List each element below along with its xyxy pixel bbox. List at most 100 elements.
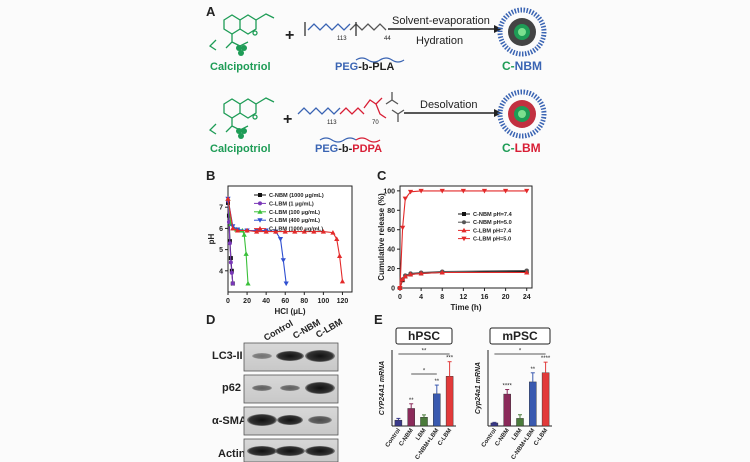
peg-pdpa-structure [297,92,405,143]
panel-a-label: A [206,4,216,19]
data-point [418,270,424,276]
data-point [225,196,231,201]
blot-row-asma: α-SMA [212,415,247,427]
product-name-2: C-LBM [502,141,541,155]
blot-row-lc3: LC3-II [212,350,243,362]
y-axis-label: Cyp24a1 mRNA [475,362,482,414]
data-point [277,237,284,242]
y-tick-label: 80 [387,208,395,215]
legend-entry: C-LBM pH=7.4 [473,228,512,234]
y-tick-label: 60 [387,227,395,234]
x-tick-label: 20 [502,294,510,301]
data-point [243,251,249,256]
category-label: LBM [511,428,523,442]
significance-marker: **** [541,356,551,362]
blot-column-control: Control [262,318,295,343]
bar [394,419,403,427]
pdpa-subscript: 70 [372,120,379,126]
data-point [244,227,250,233]
data-point [245,280,251,286]
bracket-label: ** [422,349,427,355]
data-point [241,232,247,237]
legend-marker [257,209,263,214]
data-point [292,228,298,234]
data-point [282,228,288,234]
data-point [228,260,233,265]
data-point [334,236,340,241]
legend-marker [257,226,263,231]
arrow-2-top-text: Desolvation [420,99,477,111]
chart-title-box [395,327,453,345]
chart-title: hPSC [408,329,440,343]
data-point [226,220,231,225]
data-point [400,276,406,282]
y-axis-label: pH [207,233,216,244]
data-point [230,281,235,286]
legend-marker [461,227,467,233]
calcipotriol-structure-1 [208,13,275,51]
panel-d-label: D [206,312,215,327]
x-tick-label: 20 [243,298,251,305]
x-tick-label: 24 [523,294,531,301]
bar [529,381,537,427]
peg-subscript-1: 113 [337,36,347,42]
legend-marker [462,220,466,225]
polymer-name-1: PEG-b-PLA [335,61,394,73]
bar [433,393,441,427]
data-point [301,228,307,234]
bar [445,376,454,427]
y-tick-label: 4 [219,268,223,275]
x-tick-label: 0 [226,298,230,305]
data-point [460,188,466,194]
peg-subscript-2: 113 [327,120,337,126]
data-point [254,228,260,234]
data-point [311,228,317,234]
data-point [227,241,232,246]
chart-title-box [489,327,551,345]
legend-marker [461,236,467,242]
bracket-label: * [423,369,426,375]
data-point [339,278,346,284]
nbm-micelle [497,7,547,57]
significance-marker: ** [409,398,414,404]
data-point [273,228,279,234]
y-tick-label: 6 [219,226,223,233]
data-point [407,271,414,277]
drug-name-2: Calcipotriol [210,143,271,155]
bar [516,418,524,427]
western-blot-actin [243,438,339,462]
data-point [481,188,488,194]
data-point [439,269,445,275]
polymer-name-2: PEG-b-PDPA [315,143,382,155]
x-tick-label: 0 [398,294,402,301]
data-point [283,281,289,287]
release-chart: 0 4 8 12 16 20 24 0 20 40 60 80 100 Time (h) Cumulativ… [377,185,533,312]
y-tick-label: 7 [219,205,223,212]
data-point [524,269,530,275]
plot-area [227,185,353,293]
blot-row-actin: Actin [218,448,246,460]
panel-e-label: E [374,312,383,327]
series-line [227,198,344,282]
data-point [418,188,424,194]
data-point [400,225,406,231]
data-point [524,188,530,194]
significance-marker: ** [530,367,535,373]
data-point [230,225,236,231]
category-label: LBM [415,428,427,442]
data-point [439,188,445,194]
x-tick-label: 100 [318,298,330,305]
product-name-1: C-NBM [502,59,542,73]
western-blot-p62 [243,374,339,404]
data-point [503,188,509,194]
legend-entry: C-NBM (1000 μg/mL) [269,193,324,199]
legend-entry: C-LBM pH=5.0 [473,237,511,243]
y-tick-label: 100 [383,188,395,195]
chart-title: mPSC [502,329,538,343]
titration-chart: 0 20 40 60 80 100 120 4 5 6 7 HCl (μL) pH C-NBM (1000… [207,185,353,316]
bracket-label: * [519,349,522,355]
y-tick-label: 5 [219,247,223,254]
